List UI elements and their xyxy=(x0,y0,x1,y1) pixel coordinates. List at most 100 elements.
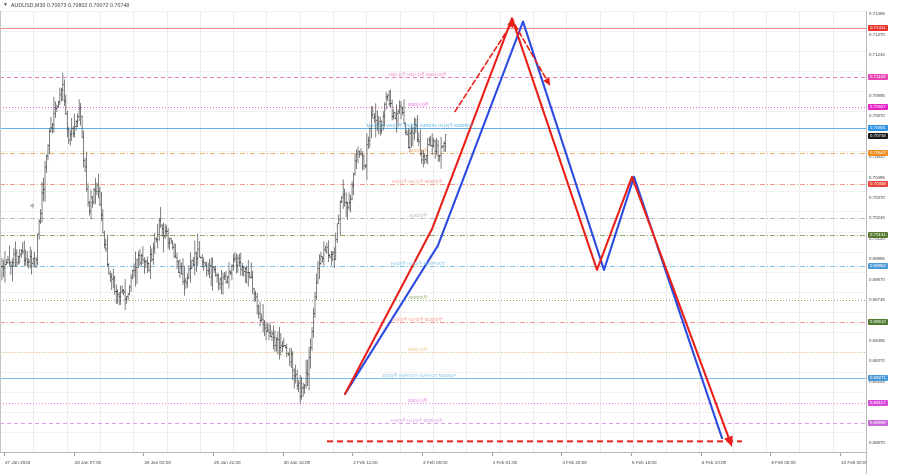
price-tag[interactable]: 0.70141 xyxy=(868,232,888,239)
price-bar xyxy=(83,158,87,172)
price-bar xyxy=(129,274,133,292)
price-bar xyxy=(233,252,236,263)
price-bar xyxy=(97,173,100,199)
price-bar xyxy=(94,177,97,204)
price-bar xyxy=(35,257,38,268)
price-bar xyxy=(442,141,446,152)
price-bar xyxy=(168,237,171,251)
chart-plot-area[interactable]: H4(+1)주 H1(+1)주 M30(+2)주 M30(+1)주 MN1(0)주 … xyxy=(0,11,866,452)
price-bar xyxy=(36,233,39,266)
price-bar xyxy=(178,259,182,279)
time-tick xyxy=(352,453,353,456)
price-tag[interactable]: 0.69117 xyxy=(868,399,888,406)
price-bar xyxy=(368,127,371,148)
price-axis[interactable]: 0.714950.713700.712450.711200.709950.708… xyxy=(866,0,900,474)
price-tag[interactable]: 0.70801 xyxy=(868,124,888,131)
price-bar xyxy=(202,257,205,271)
price-tick-label: 0.69995 xyxy=(869,256,885,262)
price-bar xyxy=(291,351,294,381)
time-tick-label: 4 Feb 20:00 xyxy=(562,460,587,465)
price-bar xyxy=(350,181,354,201)
price-bar xyxy=(276,331,279,355)
price-bar xyxy=(336,223,339,243)
price-bar xyxy=(134,251,137,287)
price-bar xyxy=(444,134,447,152)
price-bar xyxy=(54,101,57,119)
price-tag[interactable]: 0.71108 xyxy=(868,74,888,81)
price-tag[interactable]: 0.70458 xyxy=(868,180,888,187)
price-bar xyxy=(218,277,222,290)
level-annotation-label: H4(1)주 H1(1)주 M30(0)주 xyxy=(392,178,443,184)
level-annotation-label: M30(0)주 xyxy=(409,295,428,301)
plot-left-border xyxy=(0,11,1,452)
price-tag[interactable]: 0.70748 xyxy=(868,133,888,140)
time-tick xyxy=(561,453,562,456)
price-bar xyxy=(86,183,90,207)
price-bar xyxy=(411,127,414,146)
price-tick-label: 0.70495 xyxy=(869,174,885,180)
price-bar xyxy=(141,246,145,264)
price-bar xyxy=(152,242,155,265)
price-bar xyxy=(196,233,199,266)
price-bar xyxy=(425,155,428,163)
price-bar xyxy=(125,296,128,304)
price-bar xyxy=(162,222,165,253)
price-bar xyxy=(220,269,223,295)
price-bar xyxy=(118,292,121,306)
time-axis[interactable]: 27 Jan 2026 28 Jan 07:00 29 Jan 02:00 29 Ja… xyxy=(0,452,866,474)
price-bar xyxy=(189,252,192,283)
level-annotation-label: H4(+1)주 H1(+1)주 M30(+2)주 xyxy=(388,72,447,78)
price-tick-label: 0.69745 xyxy=(869,297,885,303)
price-bar xyxy=(226,276,229,284)
price-bar xyxy=(346,201,349,221)
price-bar xyxy=(66,110,69,138)
price-bar xyxy=(253,287,256,302)
price-tick-label: 0.70245 xyxy=(869,215,885,221)
price-tick-label: 0.69245 xyxy=(869,378,885,384)
price-tag[interactable]: 0.69271 xyxy=(868,374,888,381)
price-bar xyxy=(155,237,158,243)
price-bar xyxy=(417,132,420,147)
price-bar xyxy=(115,284,118,304)
time-tick xyxy=(631,453,632,456)
price-bar xyxy=(52,96,56,133)
price-tag[interactable]: 0.71411 xyxy=(868,24,888,31)
time-tick xyxy=(283,453,284,456)
price-tick-label: 0.69495 xyxy=(869,337,885,343)
price-bar xyxy=(149,245,152,280)
level-annotation-label: M30(-1)주 xyxy=(408,397,428,403)
price-bar xyxy=(82,130,85,168)
price-bar xyxy=(208,259,211,279)
price-bar xyxy=(261,303,265,333)
price-bar xyxy=(429,135,432,147)
price-bar xyxy=(112,268,115,289)
time-tick xyxy=(422,453,423,456)
level-annotation-label: D1(0)주 H4PIVOT H1PIVOT M30SUP xyxy=(382,372,457,378)
time-tick xyxy=(770,453,771,456)
time-tick-label: 28 Jan 07:00 xyxy=(74,460,102,465)
level-annotation-label: MN1(0)주 W1(0)주 D1(0)주 H4RES1 H1(0)주 M30R… xyxy=(366,122,473,128)
price-bar xyxy=(17,255,20,265)
price-bar xyxy=(156,223,159,249)
price-bar xyxy=(334,232,337,260)
price-tag[interactable]: 0.69610 xyxy=(868,319,888,326)
time-tick-label: 2 Feb 11:00 xyxy=(353,460,378,465)
price-tag[interactable]: 0.70927 xyxy=(868,104,888,111)
price-tag[interactable]: 0.70643 xyxy=(868,150,888,157)
price-tag[interactable]: 0.68995 xyxy=(868,419,888,426)
price-tick-label: 0.71245 xyxy=(869,52,885,58)
price-bar xyxy=(257,304,260,319)
collapse-arrow-icon[interactable]: ▼ xyxy=(3,2,8,8)
time-tick xyxy=(74,453,75,456)
price-tick-label: 0.70995 xyxy=(869,92,885,98)
time-tick xyxy=(701,453,702,456)
price-bar xyxy=(146,256,149,273)
time-tick xyxy=(213,453,214,456)
price-bar xyxy=(8,245,11,267)
price-bar xyxy=(137,251,140,269)
price-bar xyxy=(238,253,241,267)
price-tag[interactable]: 0.69952 xyxy=(868,263,888,270)
price-bar xyxy=(309,338,312,369)
price-bar xyxy=(18,249,21,264)
time-tick-label: 6 Feb 10:00 xyxy=(701,460,727,465)
